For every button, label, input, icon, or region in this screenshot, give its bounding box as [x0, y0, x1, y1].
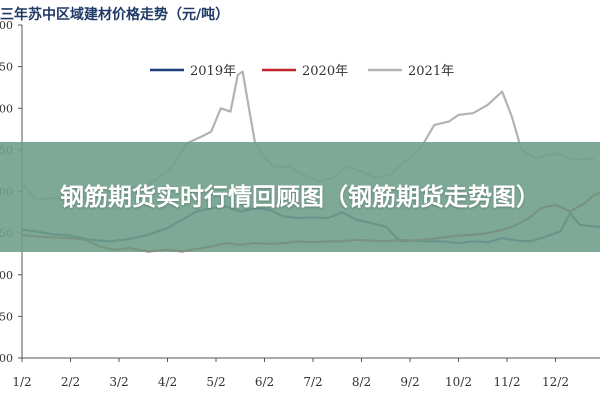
y-tick-label: 5750 — [0, 61, 13, 74]
banner-text: 钢筋期货实时行情回顾图（钢筋期货走势图） — [60, 183, 540, 211]
x-tick-label: 10/2 — [445, 375, 472, 389]
x-tick-label: 4/2 — [158, 375, 177, 389]
x-tick-label: 9/2 — [400, 375, 419, 389]
legend-label-2: 2020年 — [302, 64, 348, 79]
x-tick-label: 3/2 — [109, 375, 128, 389]
y-tick-label: 5500 — [0, 102, 13, 115]
y-tick-label: 4500 — [0, 269, 13, 282]
legend-label-1: 2019年 — [190, 64, 236, 79]
x-tick-label: 2/2 — [61, 375, 80, 389]
y-tick-label: 6000 — [0, 19, 13, 32]
x-tick-label: 8/2 — [352, 375, 371, 389]
x-tick-label: 7/2 — [303, 375, 322, 389]
legend-label-3: 2021年 — [408, 64, 454, 79]
x-tick-label: 6/2 — [255, 375, 274, 389]
x-tick-label: 11/2 — [494, 375, 521, 389]
x-tick-label: 5/2 — [206, 375, 225, 389]
title-banner: 钢筋期货实时行情回顾图（钢筋期货走势图） — [0, 142, 600, 252]
x-tick-label: 12/2 — [542, 375, 569, 389]
y-tick-label: 4250 — [0, 310, 13, 323]
chart-title: 三年苏中区域建材价格走势（元/吨） — [0, 7, 230, 23]
x-tick-label: 1/2 — [12, 375, 31, 389]
y-tick-label: 4000 — [0, 352, 13, 365]
